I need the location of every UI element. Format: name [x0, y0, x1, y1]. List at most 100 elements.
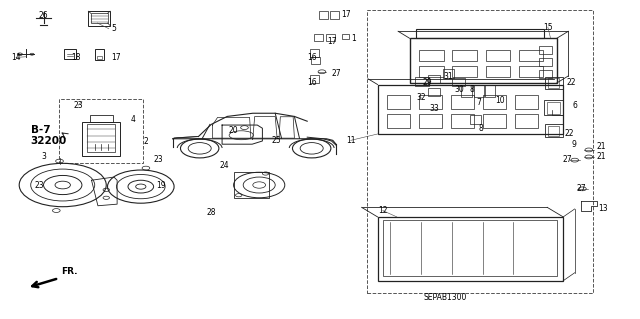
- Bar: [483, 114, 506, 128]
- Bar: [330, 11, 339, 19]
- Bar: [82, 122, 120, 156]
- Bar: [419, 95, 442, 109]
- Bar: [87, 124, 115, 152]
- Bar: [548, 126, 559, 136]
- Bar: [544, 100, 563, 115]
- Bar: [515, 95, 538, 109]
- Bar: [311, 57, 320, 64]
- Bar: [519, 50, 543, 61]
- Bar: [486, 50, 510, 61]
- Text: 23: 23: [35, 181, 45, 189]
- Text: 22: 22: [565, 129, 574, 138]
- Text: SEPAB1300: SEPAB1300: [423, 293, 467, 302]
- Text: 23: 23: [154, 155, 164, 164]
- Text: 9: 9: [571, 140, 576, 149]
- Bar: [419, 66, 444, 77]
- Bar: [428, 88, 440, 96]
- Text: 31: 31: [443, 72, 453, 81]
- Text: 11: 11: [346, 136, 355, 145]
- Text: 8: 8: [479, 124, 484, 133]
- Text: 20: 20: [228, 126, 238, 135]
- Text: 6: 6: [572, 101, 577, 110]
- Bar: [451, 95, 474, 109]
- Bar: [91, 13, 108, 23]
- Bar: [474, 85, 484, 97]
- Bar: [452, 78, 465, 86]
- Bar: [483, 95, 506, 109]
- Bar: [234, 172, 269, 198]
- Bar: [383, 220, 557, 276]
- Bar: [378, 217, 563, 281]
- Bar: [451, 114, 474, 128]
- Text: FR.: FR.: [61, 267, 78, 276]
- Text: 26: 26: [38, 11, 49, 20]
- Text: 17: 17: [111, 53, 122, 62]
- Bar: [419, 50, 444, 61]
- Text: 7: 7: [476, 98, 481, 107]
- Text: 27: 27: [332, 69, 342, 78]
- Bar: [443, 69, 454, 78]
- Bar: [428, 75, 440, 83]
- Text: 2: 2: [143, 137, 148, 146]
- Text: B-7
32200: B-7 32200: [31, 125, 67, 146]
- Bar: [539, 70, 552, 78]
- Text: 14: 14: [11, 53, 21, 62]
- Bar: [59, 99, 143, 163]
- Text: 10: 10: [495, 96, 506, 105]
- Bar: [461, 85, 472, 97]
- Bar: [387, 114, 410, 128]
- Text: 3: 3: [41, 152, 46, 161]
- Bar: [452, 50, 477, 61]
- Bar: [485, 85, 495, 97]
- Text: 17: 17: [327, 37, 337, 46]
- Bar: [452, 66, 477, 77]
- Bar: [64, 49, 76, 59]
- Bar: [95, 49, 104, 60]
- Bar: [310, 75, 319, 83]
- Bar: [545, 124, 563, 137]
- Text: 5: 5: [111, 24, 116, 33]
- Bar: [545, 77, 563, 89]
- Text: 18: 18: [71, 53, 80, 62]
- Text: 16: 16: [307, 53, 317, 62]
- Bar: [539, 58, 552, 66]
- Text: 13: 13: [598, 204, 608, 213]
- Bar: [547, 102, 560, 114]
- Bar: [416, 29, 544, 38]
- Bar: [419, 114, 442, 128]
- Bar: [470, 115, 481, 124]
- Bar: [314, 34, 323, 41]
- Text: 25: 25: [271, 136, 282, 145]
- Text: 21: 21: [597, 152, 606, 161]
- Bar: [367, 10, 593, 293]
- Bar: [342, 34, 349, 39]
- Bar: [319, 11, 328, 19]
- Text: 4: 4: [131, 115, 136, 124]
- Text: 16: 16: [307, 78, 317, 87]
- Text: 32: 32: [416, 93, 426, 102]
- Text: 28: 28: [207, 208, 216, 217]
- Bar: [515, 114, 538, 128]
- Text: 29: 29: [422, 78, 433, 87]
- Text: 24: 24: [219, 161, 229, 170]
- Text: 22: 22: [566, 78, 575, 87]
- Bar: [410, 38, 557, 83]
- Bar: [387, 95, 410, 109]
- Bar: [97, 56, 102, 59]
- Text: 8: 8: [470, 85, 475, 94]
- Bar: [310, 49, 319, 57]
- Bar: [539, 46, 552, 54]
- Text: 30: 30: [454, 85, 465, 94]
- Text: 33: 33: [429, 104, 439, 113]
- Bar: [90, 115, 113, 122]
- Bar: [486, 66, 510, 77]
- Bar: [548, 78, 559, 88]
- Bar: [415, 77, 429, 86]
- Bar: [378, 85, 563, 134]
- Bar: [519, 66, 543, 77]
- Text: 23: 23: [73, 101, 83, 110]
- Text: 19: 19: [156, 181, 166, 189]
- Text: 27: 27: [576, 184, 586, 193]
- Text: 12: 12: [378, 206, 387, 215]
- Text: 27: 27: [562, 155, 572, 164]
